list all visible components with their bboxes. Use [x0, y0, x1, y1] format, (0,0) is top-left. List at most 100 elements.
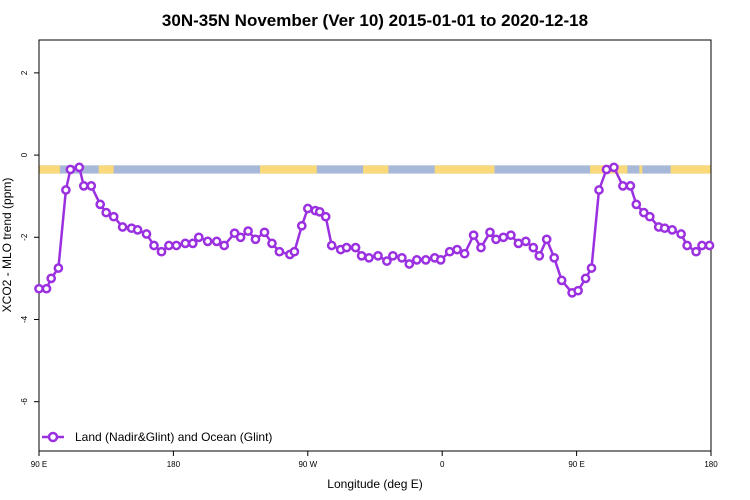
data-point — [631, 199, 642, 210]
data-point — [644, 211, 655, 222]
data-point — [326, 240, 337, 251]
data-point — [468, 230, 479, 241]
data-point — [61, 185, 71, 195]
data-point — [219, 240, 230, 251]
data-point — [404, 259, 415, 269]
data-point — [541, 234, 552, 245]
data-point — [267, 238, 277, 249]
data-point — [180, 238, 191, 249]
data-point — [53, 263, 64, 273]
data-point — [704, 240, 715, 251]
data-point — [618, 181, 628, 191]
data-point — [682, 240, 692, 251]
data-point — [676, 229, 686, 239]
y-tick-label: -2 — [20, 233, 29, 241]
data-point — [586, 263, 597, 273]
data-point — [259, 227, 270, 238]
data-point — [534, 250, 545, 261]
data-point — [459, 248, 470, 259]
data-point — [356, 250, 367, 261]
y-tick-label: -6 — [20, 398, 29, 406]
data-point — [388, 250, 398, 261]
land-segment — [639, 165, 643, 174]
data-point — [444, 246, 455, 257]
data-point — [202, 236, 213, 247]
series-points — [34, 162, 715, 298]
y-axis-ticks: 2 0 -2 -4 -6 — [20, 70, 39, 405]
data-point — [132, 225, 143, 235]
data-point — [452, 244, 462, 255]
data-point — [141, 229, 152, 239]
data-point — [435, 255, 446, 265]
data-point — [34, 283, 44, 294]
data-point — [476, 242, 486, 253]
data-point — [609, 162, 619, 173]
data-point — [193, 232, 204, 243]
data-point — [296, 220, 307, 231]
x-tick-label: 90 E — [31, 460, 47, 469]
data-point — [373, 250, 383, 261]
data-point — [549, 252, 560, 263]
data-point — [46, 273, 57, 284]
data-point — [520, 236, 531, 247]
legend-label: Land (Nadir&Glint) and Ocean (Glint) — [75, 430, 272, 444]
data-point — [485, 227, 495, 238]
data-point — [506, 230, 516, 241]
data-point — [420, 255, 431, 265]
data-point — [108, 211, 119, 222]
y-tick-label: 2 — [20, 70, 29, 75]
data-point — [156, 246, 167, 257]
data-point — [95, 199, 106, 210]
data-point — [601, 164, 612, 175]
x-axis-title: Longitude (deg E) — [327, 477, 422, 491]
data-point — [341, 242, 352, 253]
data-point — [243, 226, 253, 236]
data-point — [250, 234, 261, 245]
data-point — [74, 162, 85, 173]
y-axis-title: XCO2 - MLO trend (ppm) — [0, 178, 14, 313]
data-point — [691, 246, 701, 257]
data-point — [235, 232, 246, 243]
data-point — [78, 181, 89, 191]
land-segment — [260, 165, 317, 174]
data-point — [289, 246, 300, 257]
data-point — [171, 240, 182, 251]
data-point — [86, 181, 97, 191]
data-point — [580, 273, 591, 284]
land-segment — [363, 165, 389, 174]
x-tick-label: 90 E — [568, 460, 584, 469]
legend: Land (Nadir&Glint) and Ocean (Glint) — [42, 430, 272, 444]
data-point — [556, 275, 567, 286]
data-point — [364, 252, 374, 263]
data-point — [397, 252, 407, 263]
data-point — [625, 181, 636, 191]
data-point — [314, 206, 325, 217]
data-point — [528, 242, 539, 253]
data-point — [101, 207, 112, 218]
land-segment — [670, 165, 711, 174]
x-axis-ticks: 90 E 180 90 W 0 90 E 180 — [31, 451, 718, 469]
x-tick-label: 180 — [167, 460, 181, 469]
data-point — [491, 234, 501, 245]
land-segment — [39, 165, 60, 174]
data-point — [382, 256, 392, 266]
data-point — [573, 285, 583, 296]
legend-marker — [47, 431, 59, 443]
data-point — [697, 240, 707, 251]
data-point — [667, 225, 678, 235]
data-point — [274, 246, 285, 257]
data-point — [41, 283, 52, 294]
data-point — [659, 223, 670, 234]
data-point — [513, 238, 524, 249]
data-point — [594, 185, 604, 195]
y-tick-label: 0 — [20, 152, 29, 157]
data-point — [411, 255, 422, 265]
data-point — [187, 238, 198, 249]
x-tick-label: 90 W — [298, 460, 317, 469]
data-point — [211, 236, 222, 247]
data-point — [498, 232, 509, 243]
land-segment — [434, 165, 495, 174]
chart-title: 30N-35N November (Ver 10) 2015-01-01 to … — [162, 11, 588, 30]
